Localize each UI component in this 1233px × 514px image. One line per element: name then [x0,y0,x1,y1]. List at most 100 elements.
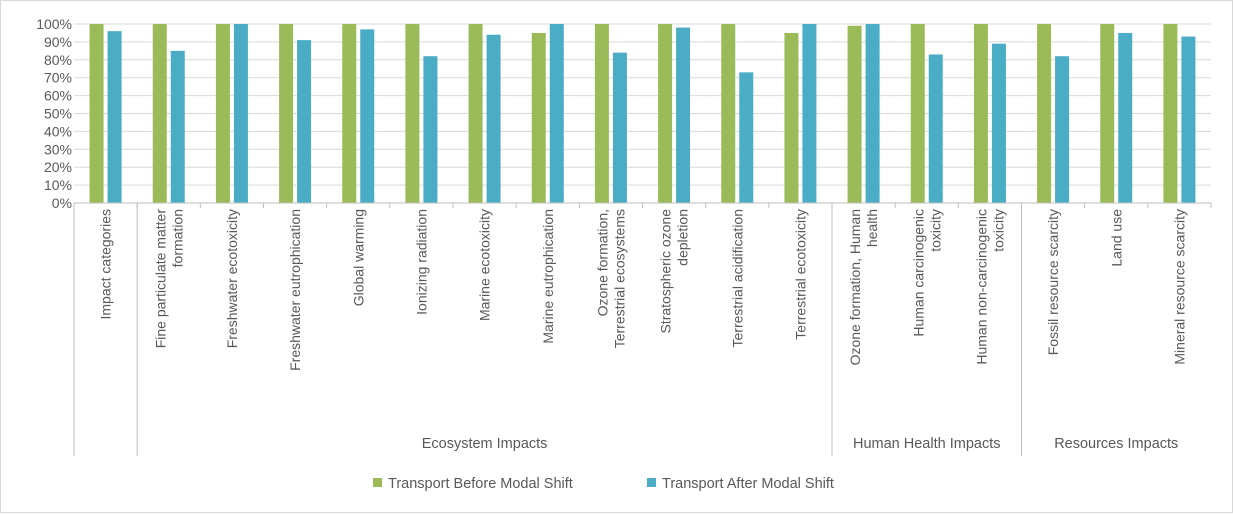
y-tick-label: 20% [44,159,72,175]
category-label: Land use [1108,209,1124,267]
bar-before [279,24,294,203]
category-label-line: Land use [1108,209,1124,267]
category-label: Human non-carcinogenictoxicity [973,209,1006,365]
legend-label: Transport Before Modal Shift [388,476,573,492]
bar-after [1181,36,1196,203]
bar-before [721,24,736,203]
bar-after [1118,32,1133,204]
category-label: Ozone formation,Terrestrial ecosystems [594,209,627,348]
category-label-line: Freshwater ecotoxicity [224,209,240,348]
bar-after [739,72,754,203]
gridlines [74,23,1211,186]
category-label-line: Mineral resource scarcity [1171,209,1187,365]
bar-after [1055,56,1070,203]
bar-before [468,24,483,203]
category-label-line: Terrestrial acidification [729,209,745,348]
category-label: Mineral resource scarcity [1171,209,1187,365]
category-label-line: Terrestrial ecotoxicity [792,209,808,340]
group-label: Resources Impacts [1054,436,1178,452]
bar-before [1100,24,1115,203]
bar-after [107,31,122,203]
bar-before [405,24,420,203]
category-label: Freshwater ecotoxicity [224,209,240,348]
bar-before [89,24,104,203]
category-label: Fine particulate matterformation [152,209,185,349]
bar-after [802,24,817,203]
category-label: Marine eutrophication [540,209,556,344]
bar-before [910,24,925,203]
category-label-line: Terrestrial ecosystems [611,209,627,348]
bar-after [676,27,691,203]
category-label-line: toxicity [990,209,1006,252]
category-label-line: Marine ecotoxicity [477,209,493,321]
y-tick-label: 0% [52,195,72,211]
category-label: Fossil resource scarcity [1045,209,1061,355]
bar-before [342,24,357,203]
category-labels: Impact categories Fine particulate matter… [98,209,1188,371]
category-label: Marine ecotoxicity [477,209,493,321]
category-label: Stratospheric ozonedepletion [658,209,691,334]
category-label-line: Impact categories [98,209,114,320]
y-tick-label: 60% [44,88,72,104]
group-label: Human Health Impacts [853,436,1000,452]
bar-before [847,25,862,204]
legend-label: Transport After Modal Shift [662,476,834,492]
bar-before [1037,24,1052,203]
bars [89,24,1196,204]
bar-before [658,24,673,203]
y-tick-label: 90% [44,34,72,50]
category-label-line: Ozone formation, Human [847,209,863,365]
group-label: Ecosystem Impacts [422,436,548,452]
category-label-line: Human non-carcinogenic [973,209,989,365]
category-label-line: Ionizing radiation [413,209,429,315]
category-label-line: Freshwater eutrophication [287,209,303,371]
y-tick-label: 100% [36,16,72,32]
category-label: Terrestrial ecotoxicity [792,209,808,340]
bar-before [973,24,988,203]
category-label-line: Stratospheric ozone [658,209,674,334]
bar-after [486,34,501,203]
legend-swatch [373,478,382,487]
bar-after [612,52,627,203]
bar-after [549,24,564,203]
category-label: Freshwater eutrophication [287,209,303,371]
category-label: Ozone formation, Humanhealth [847,209,880,365]
category-label-line: Human carcinogenic [910,209,926,337]
bar-before [594,24,609,203]
category-label-line: health [864,209,880,247]
legend: Transport Before Modal Shift Transport Af… [373,476,834,492]
bar-after [865,24,880,203]
category-label-line: Fossil resource scarcity [1045,209,1061,355]
category-label-line: depletion [675,209,691,266]
category-label-line: toxicity [927,209,943,252]
bar-after [928,54,943,204]
bar-after [423,56,438,203]
y-tick-label: 30% [44,141,72,157]
category-label: Ionizing radiation [413,209,429,315]
category-label: Impact categories [98,209,114,320]
category-label: Human carcinogenictoxicity [910,209,943,337]
bar-before [531,32,546,204]
bar-after [991,43,1006,203]
category-label: Global warming [350,209,366,306]
bar-after [233,24,248,203]
category-label-line: Ozone formation, [594,209,610,316]
y-tick-label: 80% [44,52,72,68]
bar-before [1163,24,1178,203]
bar-after [297,40,312,203]
bar-after [170,50,185,203]
group-labels: Ecosystem Impacts Human Health Impacts Res… [422,436,1179,452]
category-label-line: Marine eutrophication [540,209,556,344]
y-axis-tick-labels: 0% 10% 20% 30% 40%50% 60% 70% 80% 90% 100% [36,16,72,211]
legend-swatch [647,478,656,487]
y-tick-label: 40% [44,123,72,139]
bar-before [215,24,230,203]
bar-before [152,24,167,203]
y-tick-label: 50% [44,106,72,122]
category-label-line: Global warming [350,209,366,306]
y-tick-label: 10% [44,177,72,193]
category-label-line: formation [169,209,185,267]
category-label-line: Fine particulate matter [152,209,168,349]
